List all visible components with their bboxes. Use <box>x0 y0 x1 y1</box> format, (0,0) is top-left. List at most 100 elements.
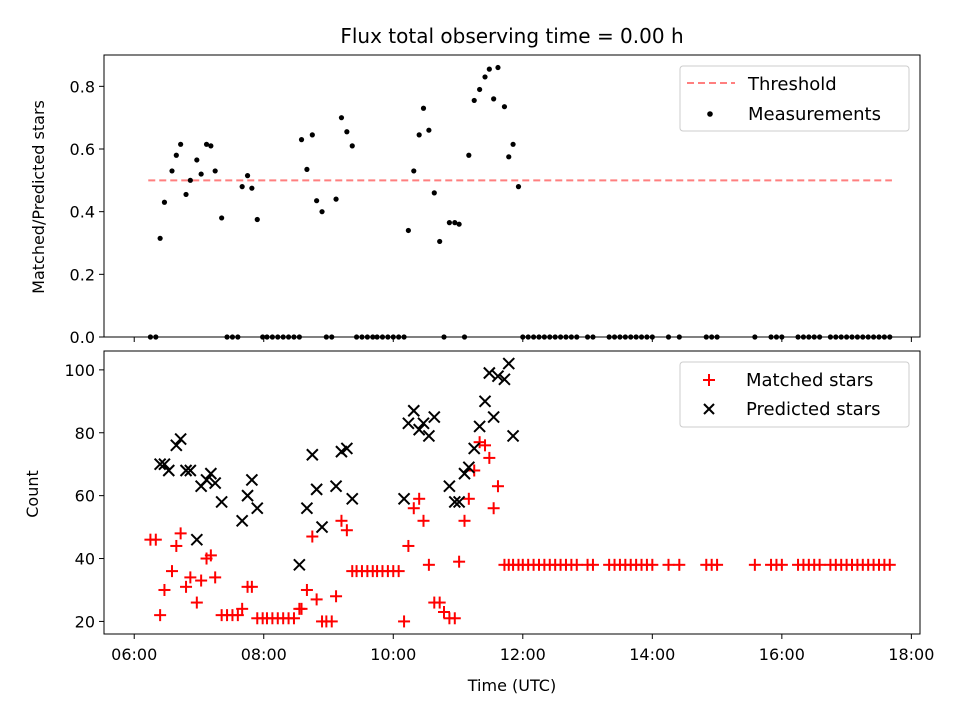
measurements-point <box>849 334 855 340</box>
predicted-stars-point <box>241 489 254 502</box>
predicted-stars-point <box>412 423 426 436</box>
measurements-point <box>426 127 432 133</box>
predicted-stars-point <box>498 373 511 386</box>
measurements-point <box>800 334 807 340</box>
measurements-point <box>405 227 411 234</box>
predicted-stars-point <box>184 464 197 477</box>
predicted-stars-point <box>462 461 476 474</box>
predicted-stars-point <box>170 439 183 452</box>
matched-stars-point <box>458 514 471 527</box>
measurements-point <box>298 137 305 143</box>
measurements-point <box>198 171 204 177</box>
predicted-stars-point <box>204 467 218 480</box>
matched-legend-marker <box>703 374 715 386</box>
measurements-point <box>169 168 175 174</box>
measurements-point <box>466 152 472 158</box>
measurements-point <box>665 334 672 340</box>
bottom-y-label: Count <box>23 470 42 518</box>
measurements-point <box>173 152 179 158</box>
predicted-stars-point <box>428 410 441 424</box>
predicted-stars-point <box>407 404 420 417</box>
matched-stars-point <box>335 514 348 527</box>
matched-stars-point <box>195 574 208 587</box>
matched-stars-point <box>462 492 475 505</box>
matched-stars-point <box>204 549 217 562</box>
matched-stars-point <box>236 602 249 615</box>
measurements-point <box>178 141 184 147</box>
matched-stars-point <box>711 558 724 571</box>
measurements-point <box>254 216 260 223</box>
measurements-point <box>441 334 447 340</box>
matched-stars-point <box>748 558 761 571</box>
measurements-point <box>153 334 159 340</box>
measurements-point <box>285 334 292 340</box>
measurements-point <box>703 334 709 340</box>
measurements-point <box>309 132 315 138</box>
predicted-stars-point <box>251 502 264 515</box>
measurements-point <box>219 215 225 221</box>
matched-stars-point <box>392 565 405 578</box>
measurements-point <box>482 74 488 80</box>
predicted-stars-point <box>329 480 343 493</box>
measurements-point <box>773 334 780 340</box>
predicted-stars-point <box>458 467 471 480</box>
measurements-point <box>865 334 871 340</box>
bottom-y-tick-label: 60 <box>75 487 95 506</box>
matched-stars-point <box>310 593 323 606</box>
top-y-label: Matched/Predicted stars <box>29 100 48 294</box>
measurements-point <box>461 334 468 340</box>
measurements-point <box>229 334 236 340</box>
matched-stars-point <box>184 571 197 584</box>
predicted-stars-point <box>208 476 222 490</box>
bottom-x-tick-label: 06:00 <box>111 645 157 664</box>
predicted-stars-point <box>190 533 204 546</box>
measurements-point <box>401 334 407 340</box>
top-y-tick-label: 0.0 <box>70 328 95 347</box>
matched-stars-point <box>170 539 183 552</box>
measurements-point <box>515 184 522 190</box>
measurements-point <box>396 334 402 340</box>
matched-stars-point <box>402 539 415 552</box>
matched-stars-point <box>422 558 435 571</box>
predicted-stars-point <box>491 369 505 383</box>
measurements-point <box>806 334 812 340</box>
measurements-point <box>817 334 823 340</box>
matched-stars-point <box>407 502 420 515</box>
matched-stars-point <box>586 558 599 571</box>
matched-stars-point <box>487 502 500 515</box>
measurements-point <box>714 334 720 340</box>
measurements-point <box>887 334 893 340</box>
predicted-stars-point <box>397 492 411 505</box>
predicted-stars-point <box>235 514 249 528</box>
predicted-stars-point <box>179 464 193 477</box>
matched-stars-point <box>330 590 343 603</box>
measurements-point <box>633 334 639 340</box>
threshold-legend-label: Threshold <box>747 74 837 95</box>
measurements-point <box>649 334 655 340</box>
matched-stars-point <box>174 527 187 540</box>
measurements-point <box>491 96 497 102</box>
matched-stars-point <box>448 612 461 625</box>
measurements-point <box>323 334 329 340</box>
matched-stars-point <box>245 580 258 593</box>
matched-stars-point <box>398 615 411 628</box>
measurements-point <box>280 334 286 340</box>
matched-stars-point <box>231 609 244 622</box>
measurements-point <box>374 334 380 340</box>
measurements-point <box>187 177 193 183</box>
predicted-stars-point <box>452 495 466 509</box>
measurements-point <box>536 334 542 340</box>
top-plot-area: 0.0 0.2 0.4 0.6 0.8 <box>70 54 921 347</box>
measurements-point <box>617 334 623 340</box>
measurements-point <box>827 334 834 340</box>
predicted-stars-point <box>153 457 167 471</box>
measurements-point <box>486 66 492 72</box>
matched-stars-point <box>453 555 466 568</box>
measurements-point <box>568 334 574 340</box>
measurements-point <box>194 157 200 163</box>
predicted-stars-point <box>478 395 492 408</box>
measurements-point <box>224 334 230 340</box>
measurements-point <box>606 334 612 340</box>
bottom-x-tick-label: 10:00 <box>370 645 416 664</box>
measurements-point <box>860 334 866 340</box>
